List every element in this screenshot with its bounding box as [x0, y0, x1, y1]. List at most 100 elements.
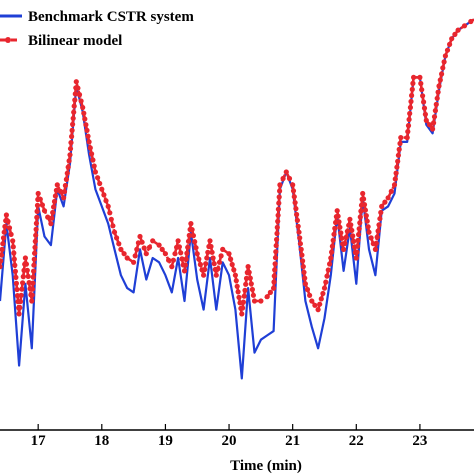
bilinear-point [293, 206, 299, 212]
bilinear-point [50, 209, 56, 216]
bilinear-point [169, 264, 175, 270]
bilinear-point [87, 145, 93, 151]
bilinear-point [232, 272, 238, 278]
bilinear-point [29, 292, 35, 298]
bilinear-point [71, 103, 77, 109]
bilinear-point [204, 255, 210, 261]
bilinear-point [213, 272, 219, 278]
bilinear-point [54, 182, 60, 188]
bilinear-point [81, 110, 87, 116]
bilinear-point [25, 273, 31, 279]
bilinear-point [273, 249, 279, 255]
bilinear-point [203, 261, 209, 267]
bilinear-point [394, 164, 400, 170]
bilinear-point [376, 222, 382, 228]
bilinear-point [116, 241, 122, 247]
bilinear-point [226, 251, 232, 257]
bilinear-point [449, 36, 455, 42]
bilinear-point [366, 229, 372, 235]
bilinear-point [207, 238, 213, 244]
bilinear-point [274, 224, 280, 230]
legend-label-bilinear: Bilinear model [28, 33, 122, 49]
bilinear-point [150, 238, 156, 244]
bilinear-point [248, 281, 254, 287]
bilinear-point [67, 146, 74, 152]
bilinear-point [162, 251, 168, 257]
bilinear-point [353, 255, 359, 261]
bilinear-point [1, 229, 7, 235]
bilinear-point [62, 182, 68, 189]
bilinear-point [0, 258, 4, 264]
x-tick-label: 23 [412, 433, 427, 449]
bilinear-point [192, 239, 198, 245]
bilinear-point [325, 267, 331, 273]
bilinear-point [373, 240, 379, 246]
bilinear-point [228, 256, 234, 262]
bilinear-point [91, 163, 97, 169]
bilinear-point [377, 216, 383, 222]
bilinear-point [0, 264, 3, 270]
bilinear-point [385, 195, 391, 201]
bilinear-point [17, 305, 23, 311]
bilinear-point [392, 176, 398, 182]
bilinear-point [292, 200, 298, 206]
bilinear-point [242, 287, 248, 293]
bilinear-point [131, 259, 137, 265]
bilinear-point [280, 175, 286, 182]
bilinear-point [33, 220, 40, 226]
bilinear-point [13, 274, 19, 280]
bilinear-point [395, 158, 401, 164]
bilinear-point [159, 246, 165, 252]
bilinear-point [67, 152, 73, 158]
bilinear-point [388, 188, 394, 194]
bilinear-point [298, 246, 304, 252]
bilinear-point [407, 110, 413, 117]
bilinear-point [31, 250, 38, 256]
bilinear-point [404, 135, 410, 141]
bilinear-point [193, 245, 199, 251]
bilinear-point [205, 249, 211, 255]
bilinear-point [70, 115, 76, 121]
bilinear-point [309, 298, 315, 304]
bilinear-point [328, 255, 334, 261]
bilinear-point [272, 261, 278, 267]
bilinear-point [73, 79, 79, 85]
bilinear-point [49, 215, 55, 221]
bilinear-point [0, 241, 6, 247]
bilinear-point [57, 188, 64, 194]
bilinear-point [33, 232, 39, 238]
bilinear-point [194, 251, 200, 257]
bilinear-point [66, 158, 72, 164]
bilinear-point [72, 91, 78, 97]
bilinear-point [455, 27, 461, 33]
bilinear-point [431, 114, 438, 120]
bilinear-point [397, 140, 403, 147]
legend-marker-bilinear [5, 37, 11, 43]
bilinear-point [291, 194, 297, 200]
bilinear-point [363, 213, 369, 219]
bilinear-point [368, 235, 374, 241]
bilinear-point [85, 133, 91, 139]
bilinear-point [417, 74, 423, 80]
bilinear-point [6, 225, 13, 231]
bilinear-point [341, 246, 347, 252]
bilinear-point [65, 164, 71, 170]
bilinear-point [356, 226, 362, 232]
bilinear-point [294, 211, 300, 218]
bilinear-point [70, 121, 76, 127]
bilinear-point [307, 292, 313, 298]
bilinear-point [29, 298, 35, 304]
bilinear-point [378, 209, 384, 216]
bilinear-point [90, 157, 96, 163]
bilinear-point [18, 292, 24, 298]
bilinear-point [239, 311, 245, 317]
bilinear-point [20, 280, 26, 286]
bilinear-point [156, 242, 162, 248]
bilinear-point [110, 223, 116, 229]
bilinear-point [108, 216, 114, 222]
bilinear-point [103, 198, 109, 204]
bilinear-point [419, 87, 425, 93]
bilinear-point [275, 218, 281, 224]
bilinear-point [89, 151, 95, 157]
